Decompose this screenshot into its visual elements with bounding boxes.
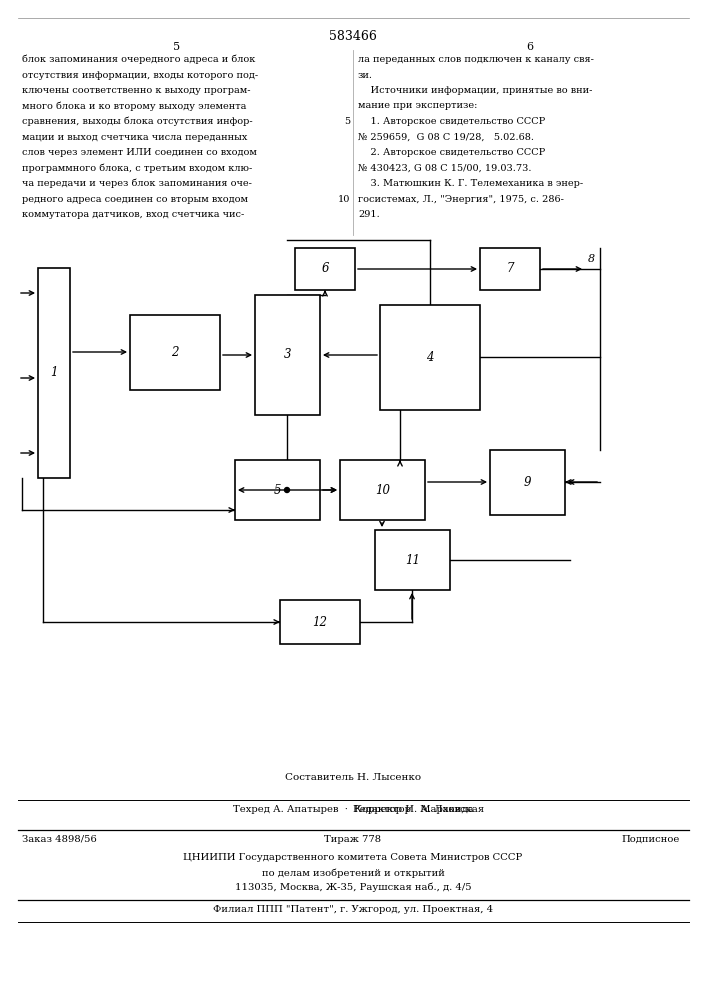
Text: № 259659,  G 08 C 19/28,   5.02.68.: № 259659, G 08 C 19/28, 5.02.68. [358, 132, 534, 141]
Text: сравнения, выходы блока отсутствия инфор-: сравнения, выходы блока отсутствия инфор… [22, 117, 252, 126]
Text: 3. Матюшкин К. Г. Телемеханика в энер-: 3. Матюшкин К. Г. Телемеханика в энер- [358, 179, 583, 188]
Text: 2. Авторское свидетельство СССР: 2. Авторское свидетельство СССР [358, 148, 545, 157]
Text: 6: 6 [321, 262, 329, 275]
Text: ла переданных слов подключен к каналу свя-: ла переданных слов подключен к каналу св… [358, 55, 594, 64]
Text: 12: 12 [312, 615, 327, 629]
Bar [38, 268, 70, 478]
Text: по делам изобретений и открытий: по делам изобретений и открытий [262, 868, 445, 878]
Text: мации и выход счетчика числа переданных: мации и выход счетчика числа переданных [22, 132, 247, 141]
Text: 1. Авторское свидетельство СССР: 1. Авторское свидетельство СССР [358, 117, 545, 126]
Bar [130, 315, 220, 390]
Text: блок запоминания очередного адреса и блок: блок запоминания очередного адреса и бло… [22, 55, 255, 64]
Text: Редактор И. Марховская: Редактор И. Марховская [353, 805, 484, 814]
Text: 5: 5 [344, 117, 350, 126]
Text: Тираж 778: Тираж 778 [325, 835, 382, 844]
Text: 2: 2 [171, 346, 179, 359]
Text: Подписное: Подписное [621, 835, 680, 844]
Bar [340, 460, 425, 520]
Circle shape [284, 488, 289, 492]
Bar [480, 248, 540, 290]
Text: много блока и ко второму выходу элемента: много блока и ко второму выходу элемента [22, 102, 246, 111]
Text: редного адреса соединен со вторым входом: редного адреса соединен со вторым входом [22, 194, 248, 204]
Text: 10: 10 [375, 484, 390, 496]
Text: Источники информации, принятые во вни-: Источники информации, принятые во вни- [358, 86, 592, 95]
Text: 113035, Москва, Ж-35, Раушская наб., д. 4/5: 113035, Москва, Ж-35, Раушская наб., д. … [235, 883, 472, 892]
Text: слов через элемент ИЛИ соединен со входом: слов через элемент ИЛИ соединен со входо… [22, 148, 257, 157]
Text: 5: 5 [173, 42, 180, 52]
Text: 4: 4 [426, 351, 434, 364]
Text: Техред А. Апатырев  ·  Корректор   А. Лакида: Техред А. Апатырев · Корректор А. Лакида [233, 805, 473, 814]
Bar [375, 530, 450, 590]
Bar [490, 450, 565, 515]
Text: ча передачи и через блок запоминания оче-: ча передачи и через блок запоминания оче… [22, 179, 252, 188]
Bar [295, 248, 355, 290]
Text: 6: 6 [527, 42, 534, 52]
Bar [235, 460, 320, 520]
Text: коммутатора датчиков, вход счетчика чис-: коммутатора датчиков, вход счетчика чис- [22, 210, 244, 219]
Bar [280, 600, 360, 644]
Text: 10: 10 [338, 194, 350, 204]
Text: 1: 1 [50, 366, 58, 379]
Text: 11: 11 [405, 554, 420, 566]
Bar [380, 305, 480, 410]
Text: госистемах, Л., "Энергия", 1975, с. 286-: госистемах, Л., "Энергия", 1975, с. 286- [358, 194, 564, 204]
Text: мание при экспертизе:: мание при экспертизе: [358, 102, 477, 110]
Text: зи.: зи. [358, 70, 373, 80]
Text: Заказ 4898/56: Заказ 4898/56 [22, 835, 97, 844]
Text: отсутствия информации, входы которого под-: отсутствия информации, входы которого по… [22, 70, 258, 80]
Text: ЦНИИПИ Государственного комитета Совета Министров СССР: ЦНИИПИ Государственного комитета Совета … [183, 853, 522, 862]
Text: № 430423, G 08 C 15/00, 19.03.73.: № 430423, G 08 C 15/00, 19.03.73. [358, 163, 532, 172]
Text: 5: 5 [274, 484, 281, 496]
Text: 7: 7 [506, 262, 514, 275]
Text: 9: 9 [524, 476, 531, 489]
Text: 583466: 583466 [329, 30, 377, 43]
Text: 8: 8 [588, 254, 595, 264]
Text: Составитель Н. Лысенко: Составитель Н. Лысенко [285, 773, 421, 782]
Text: 291.: 291. [358, 210, 380, 219]
Text: программного блока, с третьим входом клю-: программного блока, с третьим входом клю… [22, 163, 252, 173]
Text: Филиал ППП "Патент", г. Ужгород, ул. Проектная, 4: Филиал ППП "Патент", г. Ужгород, ул. Про… [213, 905, 493, 914]
Bar [255, 295, 320, 415]
Text: ключены соответственно к выходу програм-: ключены соответственно к выходу програм- [22, 86, 250, 95]
Text: 3: 3 [284, 349, 291, 361]
